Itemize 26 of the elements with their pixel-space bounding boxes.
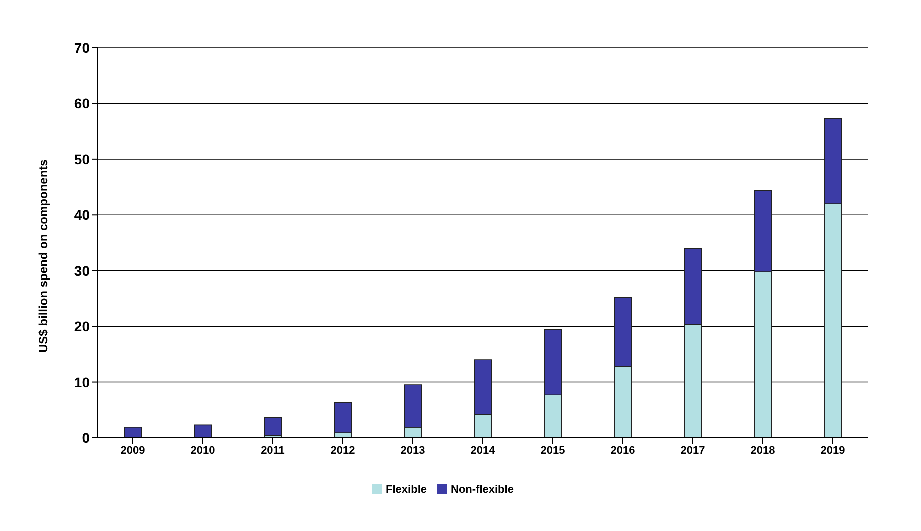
y-tick-label: 70 xyxy=(74,40,90,56)
legend-label: Non-flexible xyxy=(451,484,514,496)
bar xyxy=(334,402,352,434)
x-tick-label: 2016 xyxy=(610,444,636,457)
x-tick-label: 2017 xyxy=(680,444,706,457)
x-tick-label: 2011 xyxy=(261,444,285,457)
bar xyxy=(194,424,212,438)
y-tick-label: 50 xyxy=(74,151,90,168)
y-tick-label: 10 xyxy=(74,374,90,390)
x-tick-label: 2015 xyxy=(540,444,566,457)
y-tick-label: 40 xyxy=(74,207,90,224)
x-tick-label: 2009 xyxy=(120,444,146,457)
x-tick-label: 2018 xyxy=(750,444,776,457)
x-tick-label: 2013 xyxy=(400,444,426,457)
bar xyxy=(264,418,282,436)
y-tick-label: 30 xyxy=(74,262,90,279)
x-tick-label: 2014 xyxy=(470,444,496,457)
y-tick-label: 60 xyxy=(74,96,90,112)
x-tick-label: 2010 xyxy=(190,444,216,457)
bar xyxy=(124,427,142,438)
y-tick-label: 20 xyxy=(74,318,90,335)
y-tick-label: 0 xyxy=(82,430,90,446)
x-tick-label: 2012 xyxy=(330,444,356,457)
y-axis-title: US$ billion spend on components xyxy=(36,159,50,353)
x-tick-label: 2019 xyxy=(820,444,846,457)
legend-label: Flexible xyxy=(386,484,427,496)
